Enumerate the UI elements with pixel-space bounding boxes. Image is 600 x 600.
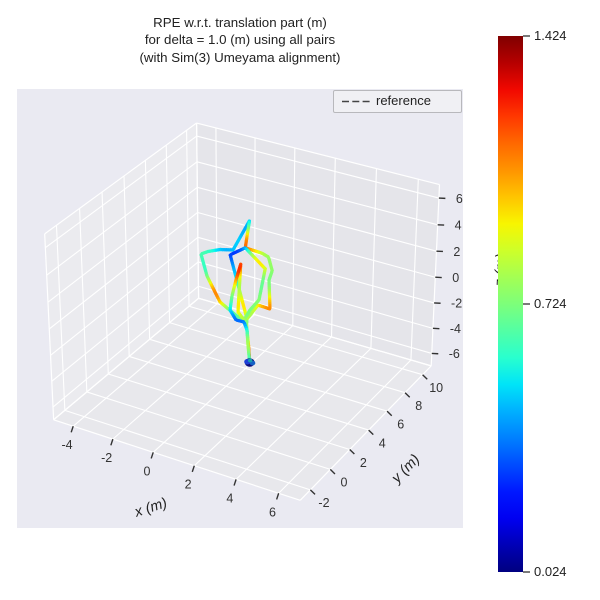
svg-text:-4: -4 xyxy=(450,322,461,336)
svg-text:0: 0 xyxy=(452,271,459,285)
svg-text:6: 6 xyxy=(397,417,404,431)
svg-text:-2: -2 xyxy=(101,451,112,465)
svg-text:8: 8 xyxy=(415,399,422,413)
svg-text:-2: -2 xyxy=(451,297,462,311)
svg-text:2: 2 xyxy=(360,456,367,470)
svg-text:6: 6 xyxy=(456,192,463,206)
svg-text:0: 0 xyxy=(144,464,151,478)
svg-text:0: 0 xyxy=(340,476,347,490)
svg-text:-4: -4 xyxy=(61,438,72,452)
svg-text:4: 4 xyxy=(455,219,462,233)
svg-text:2: 2 xyxy=(453,245,460,259)
svg-text:-6: -6 xyxy=(449,347,460,361)
svg-text:6: 6 xyxy=(269,505,276,519)
svg-text:4: 4 xyxy=(226,491,233,505)
svg-text:-2: -2 xyxy=(318,496,329,510)
svg-text:4: 4 xyxy=(379,436,386,450)
svg-text:10: 10 xyxy=(429,381,443,395)
svg-text:2: 2 xyxy=(185,478,192,492)
